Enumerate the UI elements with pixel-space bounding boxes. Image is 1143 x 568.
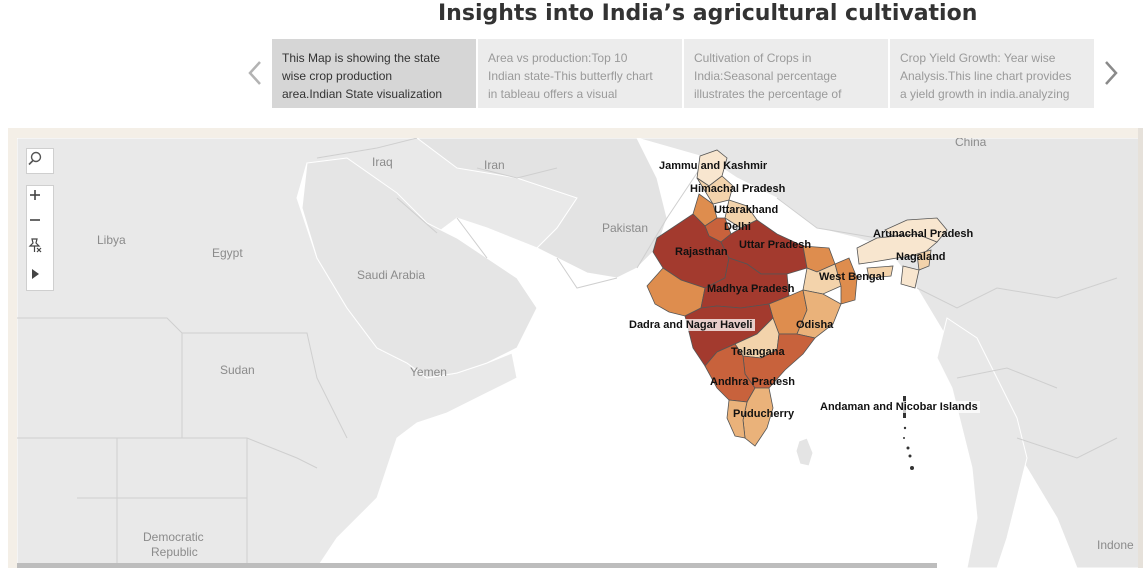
pin-icon [28, 238, 42, 253]
story-point-text: wise crop production [282, 69, 393, 83]
state-label-puducherry: Puducherry [733, 408, 795, 420]
zoom-out-button[interactable] [27, 212, 55, 236]
state-kerala [726, 399, 748, 439]
plus-icon [30, 190, 40, 200]
zoom-in-button[interactable] [27, 187, 55, 211]
state-label-dadra: Dadra and Nagar Haveli [627, 319, 755, 331]
play-icon [32, 269, 39, 279]
state-label-uttar-pradesh: Uttar Pradesh [739, 239, 812, 251]
country-label-drc-line2: Republic [151, 545, 198, 559]
dashboard-title-bar: Insights into India’s agricultural culti… [0, 0, 1143, 28]
country-label-saudi-arabia: Saudi Arabia [357, 268, 426, 282]
map-search-control[interactable] [26, 148, 54, 174]
story-point-text: a yield growth in india.analyzing [900, 87, 1070, 101]
state-label-delhi: Delhi [724, 221, 751, 233]
state-label-nagaland: Nagaland [896, 251, 946, 263]
minus-icon [30, 219, 40, 221]
story-point-text: Crop Yield Growth: Year wise [900, 51, 1056, 65]
india-crop-map[interactable]: China Iraq Iran Pakistan Libya Egypt Sau… [17, 138, 1143, 568]
story-point-text: India:Seasonal percentage [694, 69, 837, 83]
page-title: Insights into India’s agricultural culti… [438, 1, 978, 26]
story-next-button[interactable] [1100, 56, 1122, 90]
story-point-3[interactable]: Cultivation of Crops in India:Seasonal p… [684, 39, 888, 108]
story-point-text: Analysis.This line chart provides [900, 69, 1072, 83]
search-icon [28, 151, 42, 166]
story-point-text: This Map is showing the state [282, 51, 441, 65]
story-point-text: Indian state-This butterfly chart [488, 69, 653, 83]
country-label-pakistan: Pakistan [602, 221, 649, 235]
state-west-bengal [834, 257, 858, 305]
state-label-uttarakhand: Uttarakhand [714, 204, 779, 216]
story-point-2[interactable]: Area vs production:Top 10 Indian state-T… [478, 39, 682, 108]
state-nagaland [916, 249, 932, 271]
state-label-jammu-kashmir: Jammu and Kashmir [659, 160, 768, 172]
country-label-drc-line1: Democratic [143, 530, 204, 544]
chevron-left-icon [248, 61, 261, 85]
state-uttar-pradesh [720, 219, 808, 275]
state-label-andhra: Andhra Pradesh [710, 376, 795, 388]
story-point-text: area.Indian State visualization [282, 87, 443, 101]
state-odisha [796, 289, 842, 339]
story-point-text: in tableau offers a visual [488, 87, 618, 101]
country-label-libya: Libya [97, 233, 126, 247]
map-zoom-toolbar [26, 185, 54, 291]
story-point-text: illustrates the percentage of [694, 87, 842, 101]
state-label-arunachal: Arunachal Pradesh [873, 228, 974, 240]
story-prev-button[interactable] [244, 56, 266, 90]
country-label-china: China [955, 138, 987, 149]
base-map-svg [17, 138, 1143, 568]
country-label-sudan: Sudan [220, 363, 255, 377]
map-search-button[interactable] [27, 150, 55, 174]
chevron-right-icon [1105, 61, 1118, 85]
story-point-text: Cultivation of Crops in [694, 51, 812, 65]
state-label-andaman: Andaman and Nicobar Islands [818, 401, 980, 413]
state-label-west-bengal: West Bengal [819, 271, 885, 283]
state-label-madhya-pradesh: Madhya Pradesh [707, 283, 795, 295]
expand-toolbar-button[interactable] [27, 266, 55, 290]
state-label-telangana: Telangana [731, 346, 785, 358]
horizontal-scrollbar[interactable] [17, 563, 937, 568]
state-label-himachal: Himachal Pradesh [690, 183, 786, 195]
story-point-4[interactable]: Crop Yield Growth: Year wise Analysis.Th… [890, 39, 1094, 108]
state-label-odisha: Odisha [796, 319, 834, 331]
country-label-iraq: Iraq [372, 155, 393, 169]
state-karnataka [704, 343, 756, 403]
country-label-yemen: Yemen [410, 365, 447, 379]
state-label-rajasthan: Rajasthan [675, 246, 728, 258]
country-label-egypt: Egypt [212, 246, 243, 260]
story-point-text: Area vs production:Top 10 [488, 51, 628, 65]
state-manipur [900, 265, 920, 289]
frame-edge [1138, 128, 1143, 568]
country-label-iran: Iran [484, 158, 505, 172]
country-label-indonesia: Indone [1097, 538, 1134, 552]
state-meghalaya [866, 265, 894, 279]
reset-map-button[interactable] [27, 237, 55, 261]
story-point-1[interactable]: This Map is showing the state wise crop … [272, 39, 476, 108]
state-arunachal [884, 217, 948, 243]
